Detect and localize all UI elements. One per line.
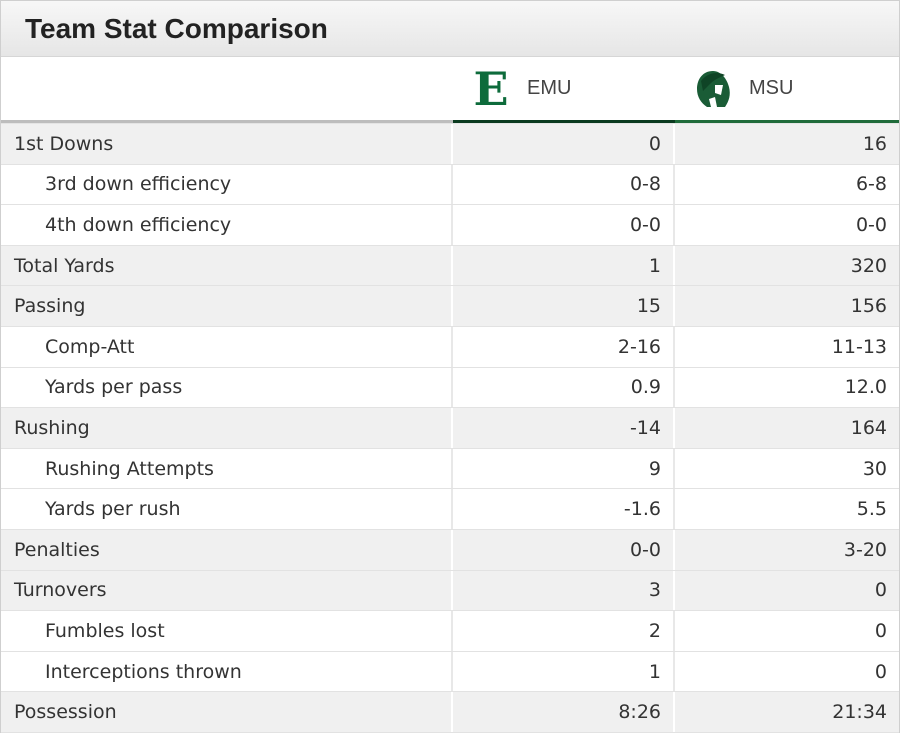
stat-value-msu: 0 <box>874 619 887 642</box>
stat-label: 4th down efficiency <box>1 205 453 245</box>
stat-value-emu: 8:26 <box>453 692 675 732</box>
stat-row: Passing 15 156 <box>1 286 899 327</box>
stat-value-emu: 2-16 <box>453 326 675 367</box>
stat-row: 1st Downs 0 16 <box>1 124 899 165</box>
stat-row: 4th down efficiency 0-0 0-0 <box>1 205 899 246</box>
team-header-emu: E EMU <box>453 57 675 123</box>
stat-row: 3rd down efficiency 0-8 6-8 <box>1 164 899 206</box>
stat-label: 1st Downs <box>1 124 453 164</box>
stat-value-msu: 0 <box>874 660 887 683</box>
stat-label: Possession <box>1 692 453 732</box>
stat-value-emu: 0-0 <box>453 205 675 245</box>
spartan-helmet-logo-icon <box>691 67 735 111</box>
stat-value-emu: 0 <box>453 124 675 164</box>
stat-row: Comp-Att 2-16 11-13 <box>1 326 899 368</box>
emu-e-logo-icon: E <box>473 61 509 116</box>
stat-label: Yards per rush <box>1 489 453 529</box>
stat-label: Comp-Att <box>1 326 453 367</box>
stat-row: Penalties 0-0 3-20 <box>1 529 899 571</box>
stat-value-msu: 0 <box>874 579 887 602</box>
stat-row: Total Yards 1 320 <box>1 245 899 287</box>
stat-value-msu: 30 <box>862 457 887 480</box>
stat-value-msu: 12.0 <box>844 376 887 399</box>
stat-label: Interceptions thrown <box>1 651 453 692</box>
stat-label: Penalties <box>1 529 453 570</box>
stat-value-emu: 0-8 <box>453 164 675 205</box>
stat-value-emu: 9 <box>453 448 675 489</box>
stat-row: Rushing -14 164 <box>1 408 899 449</box>
stat-label: Rushing Attempts <box>1 448 453 489</box>
stat-value-msu: 156 <box>850 295 887 318</box>
team-header-row: E EMU MSU <box>1 57 899 124</box>
stat-label: Total Yards <box>1 245 453 286</box>
stat-value-emu: -14 <box>453 408 675 448</box>
stat-label: Rushing <box>1 408 453 448</box>
stat-value-emu: 0.9 <box>453 367 675 408</box>
stat-value-emu: 1 <box>453 245 675 286</box>
stat-value-emu: 0-0 <box>453 529 675 570</box>
stat-value-emu: 2 <box>453 611 675 651</box>
stat-row: Possession 8:26 21:34 <box>1 692 899 733</box>
stat-row: Yards per rush -1.6 5.5 <box>1 489 899 530</box>
title-bar: Team Stat Comparison <box>1 1 899 57</box>
stat-value-msu: 0-0 <box>855 213 887 236</box>
stat-value-msu: 3-20 <box>843 538 887 561</box>
stat-value-msu: 164 <box>850 416 887 439</box>
stat-label: 3rd down efficiency <box>1 164 453 205</box>
team-name-msu: MSU <box>749 77 794 99</box>
stat-row: Yards per pass 0.9 12.0 <box>1 367 899 409</box>
stat-row: Turnovers 3 0 <box>1 570 899 612</box>
stat-label: Fumbles lost <box>1 611 453 651</box>
stat-value-emu: 1 <box>453 651 675 692</box>
stat-value-emu: 15 <box>453 286 675 326</box>
stat-value-emu: 3 <box>453 570 675 611</box>
stat-value-msu: 6-8 <box>855 173 887 196</box>
team-name-emu: EMU <box>527 77 572 99</box>
stat-value-msu: 21:34 <box>832 701 887 724</box>
stat-value-msu: 11-13 <box>831 335 887 358</box>
stat-value-emu: -1.6 <box>453 489 675 529</box>
stat-label-header <box>1 57 453 123</box>
stat-value-msu: 5.5 <box>856 498 887 521</box>
stat-label: Passing <box>1 286 453 326</box>
panel-title: Team Stat Comparison <box>25 12 328 44</box>
stat-label: Yards per pass <box>1 367 453 408</box>
stat-row: Fumbles lost 2 0 <box>1 611 899 652</box>
team-header-msu: MSU <box>675 57 899 123</box>
stat-row: Rushing Attempts 9 30 <box>1 448 899 490</box>
stat-value-msu: 16 <box>862 132 887 155</box>
stat-label: Turnovers <box>1 570 453 611</box>
stat-value-msu: 320 <box>850 254 887 277</box>
stats-table: 1st Downs 0 16 3rd down efficiency 0-8 6-8 4th… <box>1 124 899 733</box>
stat-row: Interceptions thrown 1 0 <box>1 651 899 693</box>
